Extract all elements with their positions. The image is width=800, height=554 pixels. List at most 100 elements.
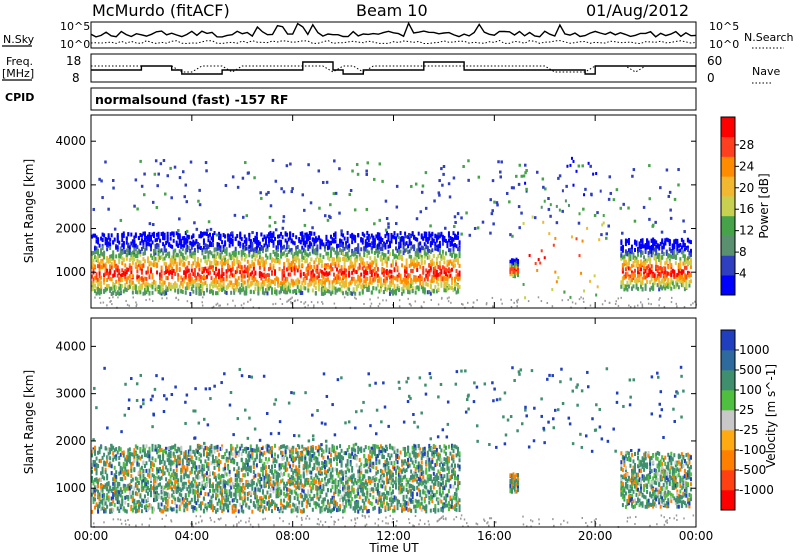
power-cell — [164, 192, 167, 196]
power-cell — [655, 247, 658, 252]
power-cell — [107, 241, 110, 246]
power-cell — [398, 255, 401, 260]
power-cell — [515, 271, 518, 276]
power-cell — [656, 265, 659, 270]
velocity-cell — [198, 445, 201, 450]
power-cell — [151, 240, 154, 245]
velocity-cell — [172, 451, 175, 456]
power-cell — [682, 219, 685, 223]
power-cell — [296, 281, 299, 286]
velocity-cell — [183, 472, 186, 477]
power-cell — [140, 268, 143, 273]
power-cell — [290, 281, 293, 286]
power-cell — [222, 247, 225, 252]
power-cell — [623, 283, 626, 288]
power-cell — [357, 277, 360, 282]
power-cell — [205, 283, 208, 288]
power-cell — [522, 174, 526, 178]
freq-ytick-bottom: 8 — [72, 71, 80, 85]
power-cell — [308, 262, 311, 267]
velocity-cell — [119, 465, 122, 470]
power-cell — [112, 255, 115, 260]
power-cell — [656, 275, 659, 280]
power-cell — [404, 269, 407, 274]
velocity-cell — [103, 509, 106, 514]
power-cell — [340, 249, 343, 254]
power-cell — [289, 262, 292, 267]
power-cell — [228, 252, 231, 257]
power-cell — [373, 251, 376, 256]
velocity-cell — [112, 492, 115, 497]
power-cell — [429, 268, 432, 273]
power-cell — [647, 257, 650, 262]
power-cell — [331, 237, 334, 242]
velocity-cell — [172, 495, 175, 500]
power-cell — [146, 287, 149, 292]
power-cell — [422, 269, 425, 274]
velocity-cell — [178, 504, 181, 509]
power-cell — [291, 187, 294, 191]
velocity-cell — [187, 449, 190, 454]
power-cell — [410, 258, 413, 263]
power-cell — [444, 226, 447, 230]
power-cell — [97, 251, 100, 256]
power-ground-cell — [369, 298, 371, 301]
power-cell — [349, 188, 353, 192]
power-cell — [607, 197, 611, 201]
velocity-cell — [183, 508, 186, 513]
power-cell — [228, 236, 231, 241]
power-cell — [242, 215, 245, 219]
power-cell — [346, 257, 349, 262]
power-cell — [328, 240, 331, 245]
power-cell — [404, 235, 408, 239]
velocity-cell — [177, 478, 180, 483]
power-cell — [160, 232, 163, 237]
power-colorbar-swatch — [721, 275, 735, 296]
power-cell — [346, 291, 349, 296]
power-cell — [195, 227, 199, 231]
velocity-cell — [101, 487, 104, 492]
power-cell — [342, 248, 345, 253]
power-cell — [274, 179, 278, 183]
power-cell — [408, 249, 411, 254]
velocity-cell — [106, 459, 109, 464]
power-cell — [298, 264, 301, 269]
velocity-cell — [190, 455, 193, 460]
power-cell — [263, 274, 266, 279]
velocity-cell — [193, 499, 196, 504]
power-cell — [171, 260, 174, 265]
velocity-cell — [181, 468, 184, 473]
power-cell — [452, 243, 455, 248]
power-cell — [497, 160, 500, 164]
power-cell — [322, 280, 325, 285]
power-cell — [369, 242, 372, 247]
power-cell — [277, 234, 280, 239]
velocity-cell — [139, 503, 142, 508]
power-cell — [254, 282, 257, 287]
velocity-cell — [174, 497, 177, 502]
power-cell — [405, 262, 408, 267]
velocity-cell — [115, 447, 118, 452]
power-cell — [267, 232, 270, 237]
power-cell — [549, 214, 552, 218]
power-cell — [543, 256, 546, 260]
power-cell — [410, 280, 413, 285]
power-cell — [204, 243, 207, 248]
power-cell — [159, 290, 162, 295]
power-cell — [385, 261, 388, 266]
power-cell — [689, 279, 692, 284]
power-ground-cell — [485, 303, 488, 306]
power-cell — [410, 277, 413, 282]
power-cell — [408, 282, 411, 287]
power-cell — [387, 244, 390, 249]
power-cell — [303, 223, 307, 227]
power-cell — [192, 289, 195, 294]
velocity-cell — [180, 450, 183, 455]
power-cell — [228, 234, 231, 239]
power-cell — [303, 235, 306, 239]
velocity-cell — [100, 499, 103, 504]
power-cell — [434, 284, 437, 289]
cpid-label: CPID — [5, 91, 34, 104]
power-cell — [234, 278, 237, 283]
power-cell — [225, 274, 228, 279]
